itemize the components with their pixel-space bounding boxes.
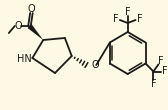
Text: F: F: [137, 14, 142, 24]
Polygon shape: [28, 24, 43, 40]
Text: O: O: [28, 4, 35, 14]
Text: F: F: [113, 14, 119, 24]
Text: F: F: [151, 79, 156, 89]
Text: F: F: [162, 65, 168, 75]
Text: HN: HN: [17, 54, 32, 64]
Text: F: F: [125, 7, 131, 17]
Text: F: F: [158, 56, 163, 65]
Text: O: O: [91, 60, 99, 70]
Text: O: O: [15, 21, 23, 31]
